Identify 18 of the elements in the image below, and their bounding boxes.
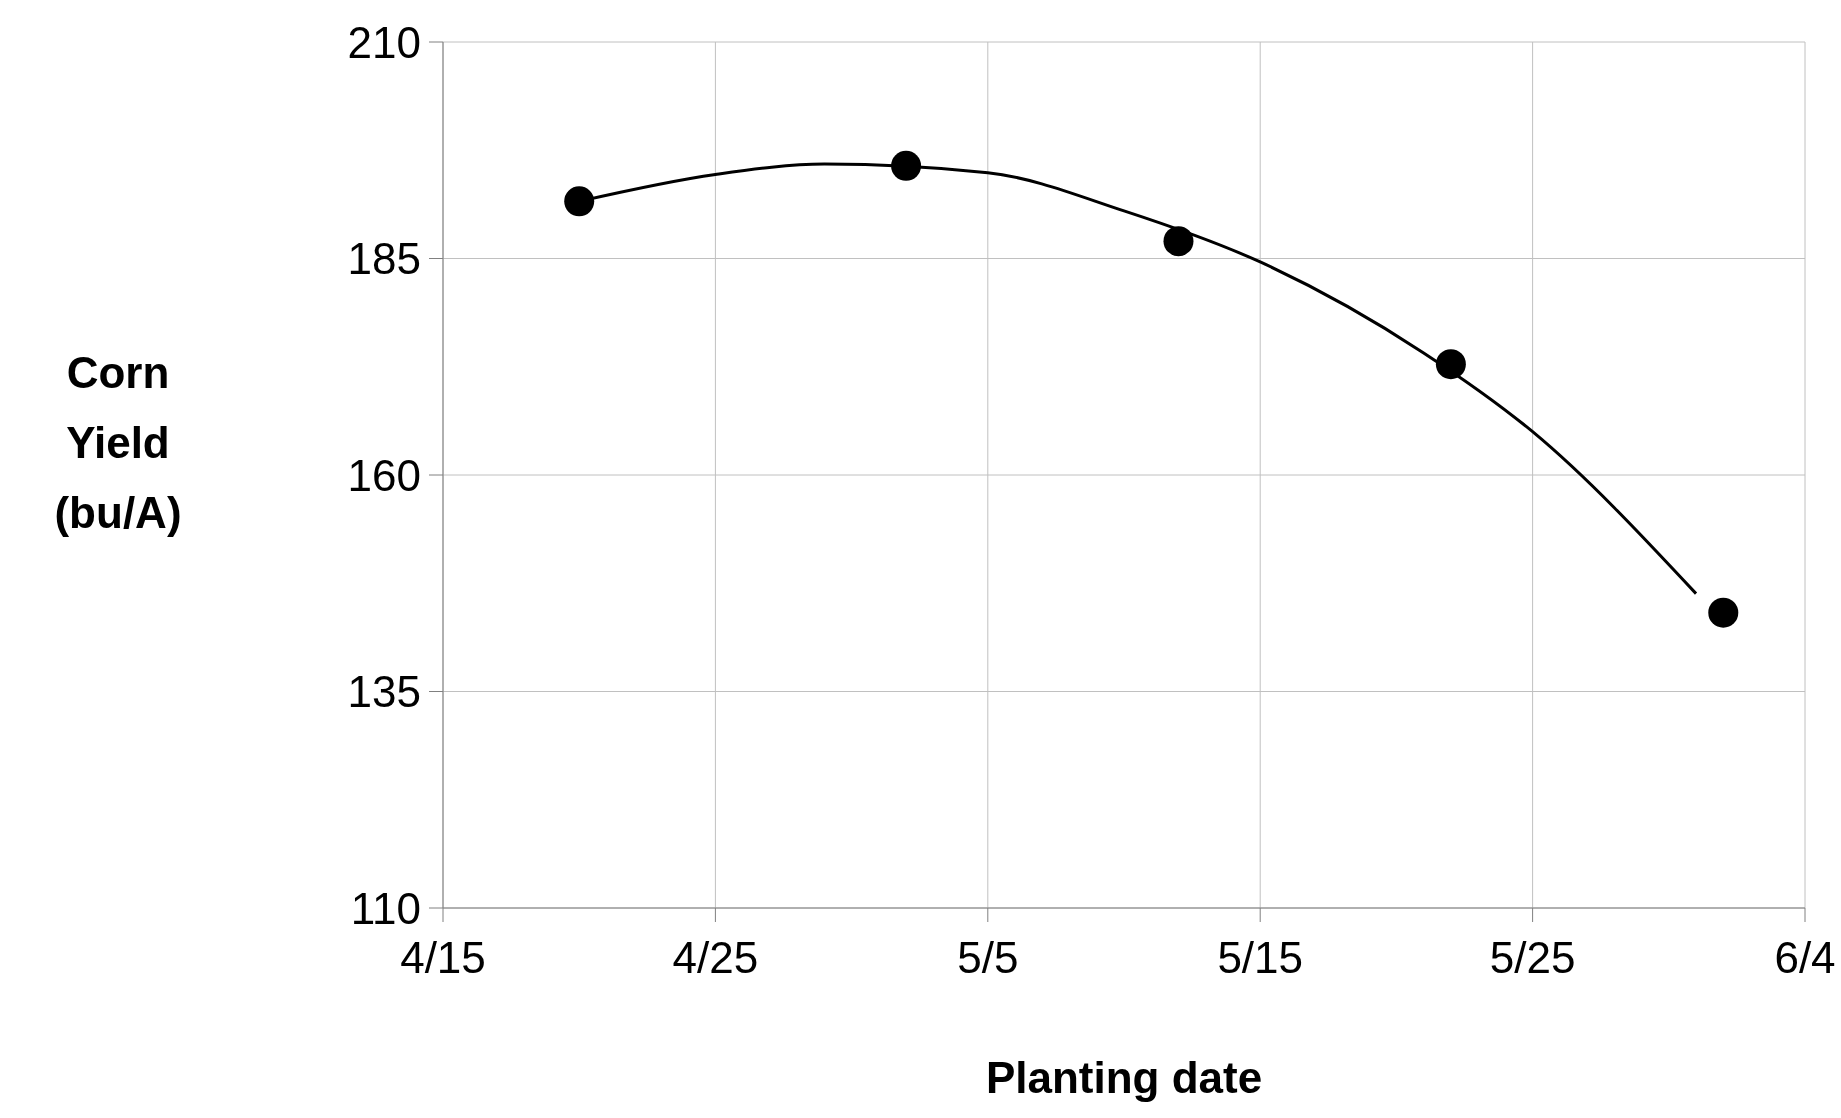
x-tick-label: 5/15 (1217, 933, 1304, 983)
point (1435, 349, 1466, 380)
y-axis-title: Corn Yield (bu/A) (53, 347, 183, 539)
point (891, 150, 922, 181)
y-tick-label: 110 (350, 883, 421, 933)
point (564, 186, 595, 217)
x-tick-label: 5/5 (957, 933, 1019, 983)
x-tick-label: 6/4 (1774, 933, 1836, 983)
y-tick-label: 135 (347, 667, 421, 717)
x-tick-label: 4/25 (672, 933, 759, 983)
x-axis-title: Planting date (984, 1053, 1264, 1103)
point (1163, 226, 1194, 257)
x-tick-label: 5/25 (1489, 933, 1576, 983)
y-tick-label: 185 (347, 234, 421, 284)
x-tick-label: 4/15 (400, 933, 486, 983)
y-tick-label: 210 (347, 17, 421, 67)
y-tick-label: 160 (347, 450, 421, 500)
point (1708, 597, 1739, 628)
